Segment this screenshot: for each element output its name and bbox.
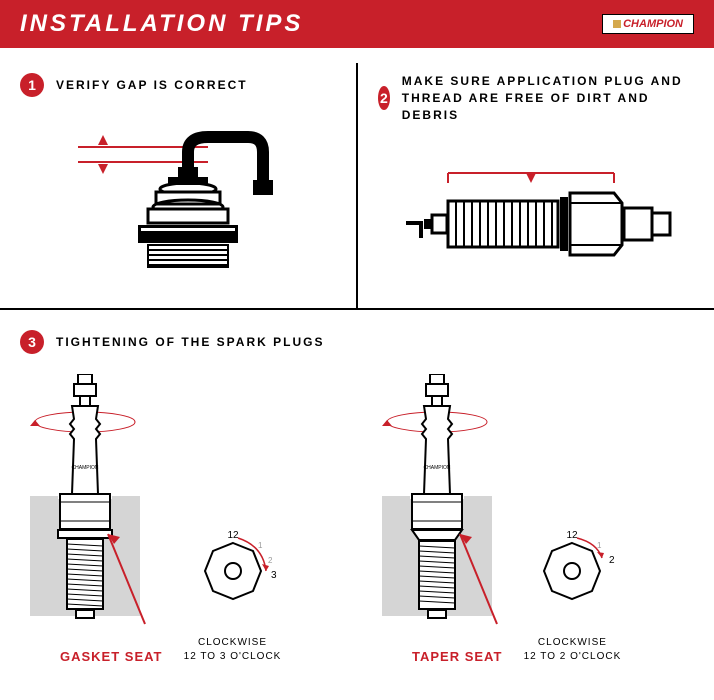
step-2-text: MAKE SURE APPLICATION PLUG AND THREAD AR… [402,73,694,123]
svg-text:12: 12 [227,530,239,541]
step-3-text: TIGHTENING OF THE SPARK PLUGS [56,334,324,351]
top-row: 1 VERIFY GAP IS CORRECT [0,63,714,308]
svg-text:1: 1 [258,541,263,550]
svg-text:12: 12 [567,530,579,541]
gasket-seat-section: CHAMPION [20,374,342,664]
svg-text:3: 3 [271,570,277,581]
svg-text:CHAMPION: CHAMPION [424,465,451,471]
taper-seat-label: TAPER SEAT [412,649,502,664]
panel-step-2: 2 MAKE SURE APPLICATION PLUG AND THREAD … [358,63,714,308]
header-title: INSTALLATION TIPS [20,10,303,38]
header-bar: INSTALLATION TIPS CHAMPION [0,0,714,48]
step-2-badge: 2 [378,86,390,110]
svg-text:1: 1 [597,541,602,550]
gasket-plug-illustration: CHAMPION [20,374,163,664]
svg-text:2: 2 [609,555,615,566]
clock-left-label: CLOCKWISE 12 TO 3 O'CLOCK [183,636,283,664]
taper-plug-illustration: CHAMPION [372,374,502,664]
svg-text:CHAMPION: CHAMPION [72,465,99,471]
clock-right: 12 1 2 CLOCKWISE 12 TO 2 O'CLOCK [522,528,622,664]
taper-seat-section: CHAMPION [372,374,694,664]
clock-left: 12 1 2 3 CLOCKWISE 12 TO 3 O'CLOCK [183,528,283,664]
svg-text:2: 2 [268,556,273,565]
step-2-illustration [378,143,694,303]
step-1-badge: 1 [20,73,44,97]
step-1-header: 1 VERIFY GAP IS CORRECT [20,73,336,97]
step-3-badge: 3 [20,330,44,354]
step-2-header: 2 MAKE SURE APPLICATION PLUG AND THREAD … [378,73,694,123]
step-1-illustration [20,117,336,277]
champion-logo: CHAMPION [602,14,694,34]
panel-step-1: 1 VERIFY GAP IS CORRECT [0,63,356,308]
step-1-text: VERIFY GAP IS CORRECT [56,77,248,94]
step-3-content: CHAMPION [20,374,694,664]
step-3-header: 3 TIGHTENING OF THE SPARK PLUGS [20,330,694,354]
gasket-seat-label: GASKET SEAT [60,649,163,664]
panel-step-3: 3 TIGHTENING OF THE SPARK PLUGS [0,310,714,684]
clock-right-label: CLOCKWISE 12 TO 2 O'CLOCK [522,636,622,664]
